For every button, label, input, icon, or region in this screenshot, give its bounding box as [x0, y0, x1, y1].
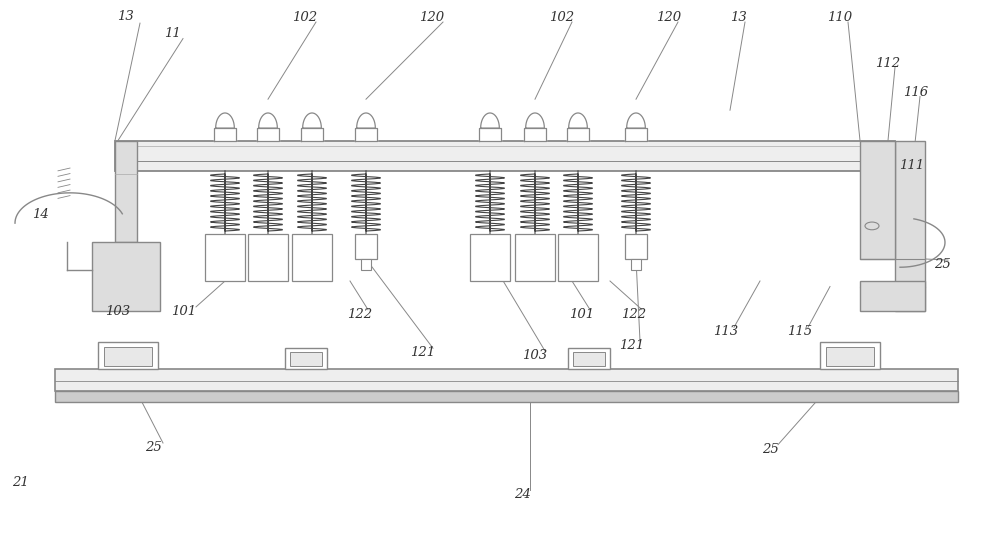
Text: 122: 122	[347, 307, 373, 321]
Polygon shape	[567, 128, 589, 141]
Bar	[515, 234, 555, 281]
Polygon shape	[214, 128, 236, 141]
Bar	[470, 234, 510, 281]
Bar	[205, 234, 245, 281]
Bar	[860, 281, 925, 311]
Polygon shape	[216, 113, 234, 128]
Text: 13: 13	[730, 11, 746, 24]
Text: 103: 103	[105, 305, 131, 318]
Text: 21: 21	[12, 476, 28, 489]
Polygon shape	[625, 128, 647, 141]
Bar	[292, 234, 332, 281]
Bar	[92, 242, 160, 311]
Text: 25: 25	[762, 442, 778, 456]
Bar	[55, 369, 958, 391]
Bar	[115, 141, 895, 171]
Text: 111: 111	[899, 159, 925, 172]
Bar	[98, 342, 158, 369]
Bar	[104, 347, 152, 366]
Bar	[558, 234, 598, 281]
Text: 110: 110	[827, 11, 853, 24]
Polygon shape	[479, 128, 501, 141]
Bar	[355, 234, 377, 259]
Text: 11: 11	[164, 26, 180, 40]
Polygon shape	[526, 113, 544, 128]
Bar	[895, 141, 925, 311]
Text: 120: 120	[656, 11, 682, 24]
Bar	[115, 141, 137, 242]
Polygon shape	[357, 113, 375, 128]
Bar	[573, 352, 605, 366]
Polygon shape	[301, 128, 323, 141]
Polygon shape	[524, 128, 546, 141]
Text: 25: 25	[145, 441, 161, 454]
Polygon shape	[481, 113, 499, 128]
Bar	[631, 259, 641, 270]
Text: 24: 24	[514, 488, 530, 501]
Polygon shape	[303, 113, 321, 128]
Bar	[361, 259, 371, 270]
Bar	[568, 348, 610, 369]
Bar	[860, 141, 895, 259]
Bar	[625, 234, 647, 259]
Text: 103: 103	[522, 349, 548, 362]
Text: 101: 101	[569, 307, 595, 321]
Text: 113: 113	[713, 325, 739, 338]
Text: 101: 101	[171, 305, 197, 318]
Text: 115: 115	[787, 325, 813, 338]
Text: 102: 102	[549, 11, 575, 24]
Text: 116: 116	[903, 86, 929, 99]
Bar	[55, 391, 958, 402]
Polygon shape	[257, 128, 279, 141]
Text: 121: 121	[619, 339, 645, 352]
Polygon shape	[355, 128, 377, 141]
Text: 102: 102	[292, 11, 318, 24]
Text: 121: 121	[410, 346, 436, 359]
Bar	[248, 234, 288, 281]
Text: 13: 13	[117, 10, 133, 23]
Text: 120: 120	[419, 11, 445, 24]
Polygon shape	[259, 113, 277, 128]
Polygon shape	[627, 113, 645, 128]
Text: 14: 14	[32, 208, 48, 222]
Text: 25: 25	[934, 258, 950, 271]
Bar	[290, 352, 322, 366]
Text: 112: 112	[875, 57, 901, 70]
Text: 122: 122	[621, 307, 647, 321]
Bar	[820, 342, 880, 369]
Polygon shape	[569, 113, 587, 128]
Bar	[285, 348, 327, 369]
Bar	[826, 347, 874, 366]
